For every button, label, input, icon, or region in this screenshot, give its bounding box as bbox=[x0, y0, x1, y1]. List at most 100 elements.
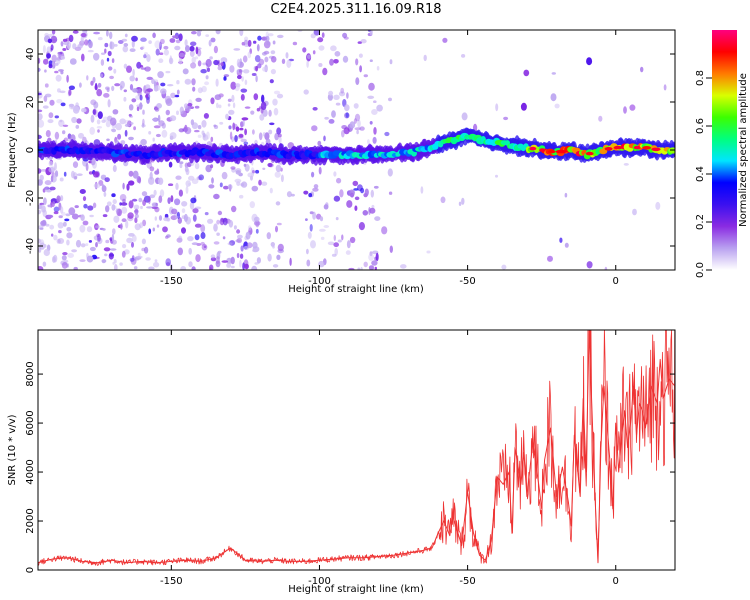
spectrogram-noise-cell bbox=[219, 121, 224, 125]
spectrogram-noise-cell bbox=[80, 214, 85, 222]
spectrogram-noise-cell bbox=[180, 266, 187, 270]
spectrogram-noise-cell bbox=[274, 171, 281, 178]
spectrogram-noise-cell bbox=[77, 43, 83, 49]
spectrogram-noise-cell bbox=[201, 243, 208, 251]
spectrogram-noise-cell bbox=[420, 186, 424, 194]
spectrogram-noise-cell bbox=[177, 247, 183, 256]
spectrogram-noise-cell bbox=[328, 90, 334, 96]
spectrogram-noise-cell bbox=[111, 128, 117, 133]
x-tick-label: 0 bbox=[613, 576, 619, 587]
spectrogram-noise-cell bbox=[101, 52, 106, 55]
spectrogram-noise-cell bbox=[371, 109, 378, 115]
spectrogram-noise-cell bbox=[76, 173, 83, 176]
spectrogram-noise-cell bbox=[241, 181, 248, 188]
spectrogram-noise-cell bbox=[197, 125, 202, 130]
spectrogram-noise-cell bbox=[71, 116, 77, 124]
spectrogram-noise-cell bbox=[363, 261, 368, 268]
spectrogram-noise-cell bbox=[194, 234, 200, 241]
spectrogram-noise-cell bbox=[71, 213, 79, 220]
spectrogram-noise-cell bbox=[345, 112, 349, 118]
spectrogram-noise-cell bbox=[46, 46, 52, 54]
spectrogram-noise-cell bbox=[109, 117, 117, 126]
spectrogram-noise-cell bbox=[144, 246, 149, 254]
spectrogram-noise-cell bbox=[458, 201, 462, 206]
spectrogram-noise-cell bbox=[162, 226, 168, 233]
spectrogram-noise-cell bbox=[105, 120, 111, 128]
spectrogram-noise-cell bbox=[663, 84, 667, 91]
spectrogram-noise-cell bbox=[152, 118, 158, 121]
spectrogram-noise-cell bbox=[239, 30, 244, 37]
spectrogram-noise-cell bbox=[244, 106, 251, 109]
spectrogram-noise-cell bbox=[113, 44, 118, 47]
spectrogram-noise-cell bbox=[323, 225, 330, 228]
spectrogram-noise-cell bbox=[236, 229, 241, 234]
spectrogram-noise-cell bbox=[333, 59, 339, 64]
spectrogram-panel: -150 -100 -50 0 -40 -20 0 20 40 Height of strai… bbox=[7, 29, 676, 295]
spectrogram-noise-cell bbox=[310, 33, 316, 39]
spectrogram-noise-cell bbox=[276, 127, 282, 135]
spectrogram-noise-cell bbox=[208, 39, 212, 47]
spectrogram-noise-cell bbox=[255, 169, 260, 174]
spectrogram-noise-cell bbox=[204, 212, 209, 216]
spectrogram-noise-cell bbox=[131, 39, 135, 48]
spectrogram-ridge-peak bbox=[539, 148, 546, 152]
spectrogram-noise-cell bbox=[128, 113, 132, 117]
spectrogram-isolated-point bbox=[550, 93, 557, 102]
spectrogram-noise-cell bbox=[255, 228, 259, 234]
y-tick-label: 2000 bbox=[25, 508, 36, 533]
spectrogram-noise-cell bbox=[136, 106, 140, 112]
spectrogram-noise-cell bbox=[364, 188, 369, 197]
spectrogram-noise-cell bbox=[96, 126, 103, 129]
spectrogram-noise-cell bbox=[48, 63, 53, 69]
spectrogram-noise-cell bbox=[222, 217, 228, 226]
spectrogram-noise-cell bbox=[290, 193, 295, 197]
spectrogram-noise-cell bbox=[190, 41, 197, 47]
spectrogram-noise-cell bbox=[97, 129, 100, 133]
spectrogram-noise-cell bbox=[245, 231, 251, 240]
spectrogram-noise-cell bbox=[176, 110, 179, 116]
spectrogram-noise-cell bbox=[242, 262, 245, 270]
spectrogram-noise-cell bbox=[119, 262, 123, 266]
spectrogram-noise-cell bbox=[62, 130, 66, 135]
spectrogram-noise-cell bbox=[131, 241, 134, 248]
spectrogram-noise-cell bbox=[353, 103, 359, 109]
spectrogram-noise-cell bbox=[44, 69, 47, 73]
spectrogram-noise-cell bbox=[318, 63, 323, 67]
x-tick-label: -100 bbox=[308, 576, 331, 587]
spectrogram-noise-cell bbox=[175, 39, 181, 44]
spectrogram-noise-cell bbox=[257, 35, 262, 41]
spectrogram-noise-cell bbox=[154, 259, 158, 263]
colorbar-gradient bbox=[712, 30, 737, 270]
spectrogram-noise-cell bbox=[130, 257, 137, 265]
spectrogram-noise-cell bbox=[243, 163, 247, 167]
spectrogram-noise-cell bbox=[194, 105, 200, 109]
spectrogram-noise-cell bbox=[214, 94, 222, 101]
spectrogram-noise-cell bbox=[160, 88, 167, 95]
spectrogram-noise-cell bbox=[165, 235, 169, 239]
spectrogram-noise-cell bbox=[112, 261, 115, 265]
colorbar-label: Normalized spectral amplitude bbox=[738, 73, 749, 227]
spectrogram-noise-cell bbox=[128, 200, 134, 209]
spectrogram-noise-cell bbox=[389, 59, 393, 65]
spectrogram-noise-cell bbox=[330, 45, 337, 52]
spectrogram-noise-cell bbox=[126, 183, 130, 191]
spectrogram-noise-cell bbox=[337, 239, 342, 243]
spectrogram-noise-cell bbox=[219, 217, 225, 226]
spectrogram-noise-cell bbox=[179, 161, 184, 165]
spectrogram-isolated-point bbox=[520, 102, 527, 111]
spectrogram-noise-cell bbox=[346, 200, 353, 208]
spectrogram-noise-cell bbox=[189, 50, 195, 57]
spectrogram-noise-cell bbox=[381, 226, 388, 235]
spectrogram-noise-cell bbox=[43, 248, 50, 257]
spectrogram-noise-cell bbox=[51, 30, 56, 35]
spectrogram-noise-cell bbox=[178, 52, 185, 58]
spectrogram-noise-cell bbox=[305, 218, 308, 222]
spectrogram-noise-cell bbox=[159, 52, 164, 55]
spectrogram-noise-cell bbox=[275, 225, 278, 233]
spectrogram-noise-cell bbox=[235, 83, 241, 88]
spectrogram-noise-cell bbox=[113, 215, 120, 223]
spectrogram-noise-cell bbox=[38, 119, 45, 128]
spectrogram-noise-cell bbox=[79, 189, 86, 194]
spectrogram-noise-cell bbox=[338, 91, 346, 97]
spectrogram-noise-cell bbox=[280, 174, 284, 183]
